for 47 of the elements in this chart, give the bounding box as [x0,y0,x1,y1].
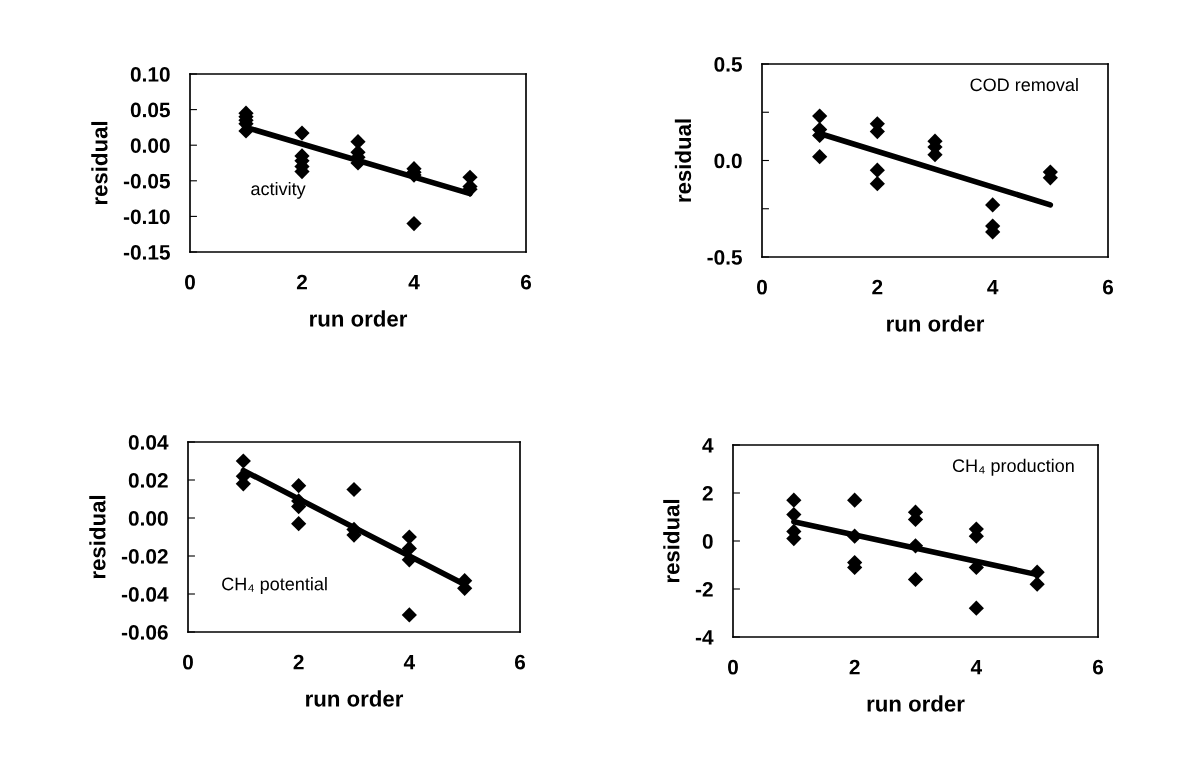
y-tick-label: -0.06 [121,625,168,640]
x-axis-title: run order [310,310,408,327]
x-axis-title: run order [306,690,404,707]
y-tick-label: 0.05 [130,102,170,118]
y-tick-label: 0.00 [130,138,170,153]
y-tick-label: 0.02 [128,473,168,488]
y-axis-title: residual [663,499,680,583]
y-tick-label: 0.5 [714,57,742,72]
y-tick-label: 4 [702,438,714,453]
y-tick-label: 2 [702,486,713,501]
y-tick-label: 0.10 [130,67,170,82]
y-tick-label: 0 [702,534,713,549]
x-tick-label: 6 [1092,659,1104,675]
x-tick-label: 0 [183,654,193,670]
y-tick-label: -0.10 [123,209,170,225]
y-tick-label: -0.05 [123,173,170,189]
annotation: activity [251,181,306,199]
x-tick-label: 2 [849,659,860,675]
y-tick-label: -0.15 [123,245,170,260]
x-tick-label: 4 [403,654,416,670]
y-axis-title: residual [674,119,692,202]
y-tick-label: -0.04 [121,587,169,602]
annotation: COD removal [970,77,1078,92]
x-tick-label: 0 [757,279,767,295]
annotation: CH₄ potential [222,577,327,594]
annotation: CH₄ production [952,458,1074,476]
y-tick-label: 0.00 [128,511,168,526]
x-tick-label: 0 [185,274,195,290]
x-tick-label: 4 [987,279,999,295]
y-tick-label: -0.5 [707,250,742,265]
y-tick-label: -0.02 [121,549,168,564]
x-tick-label: 4 [970,659,983,675]
x-tick-label: 2 [872,279,883,295]
y-tick-label: 0.0 [714,153,742,169]
y-axis-title: residual [91,121,108,205]
x-axis-title: run order [887,315,985,332]
x-tick-label: 2 [293,654,304,670]
y-tick-label: 0.04 [128,435,169,450]
x-axis-title: run order [867,695,965,712]
x-tick-label: 6 [520,274,532,290]
y-tick-label: -4 [695,630,714,645]
x-tick-label: 4 [408,274,420,290]
x-tick-label: 6 [514,654,526,670]
x-tick-label: 6 [1102,279,1114,295]
x-tick-label: 2 [296,274,307,290]
y-axis-title: residual [89,495,106,579]
y-tick-label: -2 [695,582,713,597]
